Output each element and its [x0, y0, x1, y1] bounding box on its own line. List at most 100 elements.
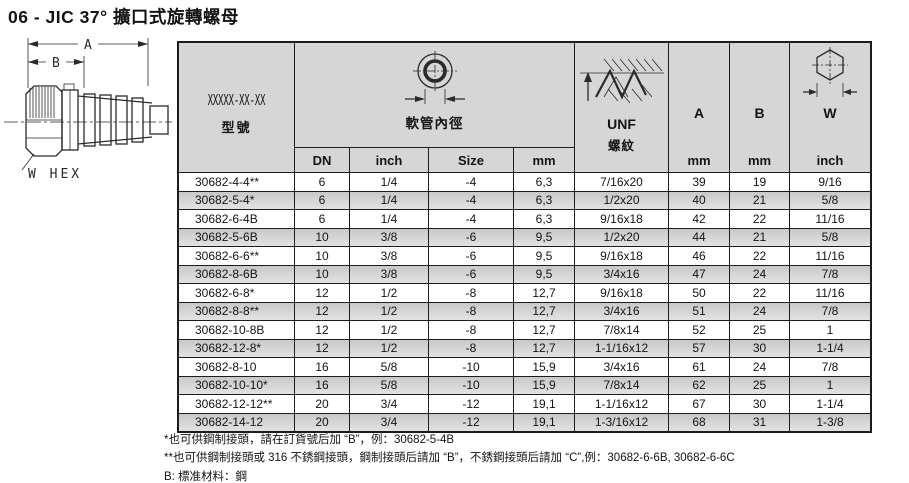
w-unit: inch [816, 153, 844, 168]
value-cell: 5/8 [350, 358, 429, 376]
table-row: 30682-8-6B 10 3/8 -6 9,5 3/4x16 47 24 7/8 [179, 264, 870, 283]
value-cell: 7/8x14 [575, 376, 669, 394]
model-cell: 30682-12-12** [179, 395, 295, 413]
value-cell: 1/2 [350, 302, 429, 320]
value-cell: 6,3 [514, 173, 575, 191]
model-cell: 30682-5-4* [179, 191, 295, 209]
value-cell: 19 [730, 173, 790, 191]
value-cell: 12 [295, 284, 350, 302]
value-cell: 12 [295, 321, 350, 339]
value-cell: 10 [295, 228, 350, 246]
col-header-size: Size [429, 147, 514, 172]
value-cell: 20 [295, 413, 350, 431]
b-label: B [754, 105, 765, 121]
value-cell: -10 [429, 376, 514, 394]
value-cell: 6,3 [514, 191, 575, 209]
value-cell: 12,7 [514, 321, 575, 339]
value-cell: 30 [730, 339, 790, 357]
b-unit: mm [747, 153, 772, 168]
value-cell: 31 [730, 413, 790, 431]
value-cell: 1/4 [350, 210, 429, 228]
col-header-inch: inch [350, 147, 429, 172]
table-row: 30682-14-12 20 3/4 -12 19,1 1-3/16x12 68 31 1-3/… [179, 412, 870, 431]
value-cell: 1/2x20 [575, 191, 669, 209]
value-cell: 1 [826, 322, 834, 337]
value-cell: 19,1 [514, 395, 575, 413]
hatching [603, 58, 662, 104]
hex-width-icon [803, 47, 857, 97]
value-cell: 10 [295, 247, 350, 265]
a-label: A [693, 105, 705, 121]
table-row: 30682-6-6** 10 3/8 -6 9,5 9/16x18 46 22 11/16 [179, 246, 870, 265]
value-cell: 16 [295, 358, 350, 376]
page-title: 06 - JIC 37° 擴口式旋轉螺母 [8, 7, 239, 27]
thread-knurl [29, 87, 55, 118]
value-cell: 12,7 [514, 339, 575, 357]
value-cell: -8 [429, 339, 514, 357]
value-cell: -8 [429, 302, 514, 320]
value-cell: 7/16x20 [575, 173, 669, 191]
table-row: 30682-4-4** 6 1/4 -4 6,3 7/16x20 39 19 9/16 [179, 172, 870, 191]
model-cell: 30682-4-4** [179, 173, 295, 191]
dim-b-label: B [52, 56, 60, 71]
value-cell: 21 [730, 191, 790, 209]
value-cell: 15,9 [514, 358, 575, 376]
value-cell: 10 [295, 265, 350, 283]
model-label: 型號 [221, 120, 252, 135]
table-row: 30682-6-4B 6 1/4 -4 6,3 9/16x18 42 22 11/16 [179, 209, 870, 228]
table-row: 30682-6-8* 12 1/2 -8 12,7 9/16x18 50 22 11/16 [179, 283, 870, 302]
value-cell: 3/8 [350, 247, 429, 265]
value-cell: 12,7 [514, 284, 575, 302]
value-cell: 21 [730, 228, 790, 246]
value-cell: 42 [669, 210, 730, 228]
value-cell: 1/2 [350, 321, 429, 339]
value-cell: 3/4 [350, 413, 429, 431]
col-header-w: W inch [790, 43, 870, 172]
value-cell: 51 [669, 302, 730, 320]
value-cell: 1-1/4 [816, 341, 844, 356]
value-cell: 5/8 [350, 376, 429, 394]
value-cell: 9/16x18 [575, 247, 669, 265]
col-header-mm: mm [514, 147, 575, 172]
value-cell: 3/8 [350, 228, 429, 246]
col-header-unf: UNF 螺紋 [575, 43, 669, 172]
value-cell: -6 [429, 265, 514, 283]
value-cell: 1-3/8 [816, 415, 844, 430]
value-cell: 7/8x14 [575, 321, 669, 339]
value-cell: 16 [295, 376, 350, 394]
unf-label: UNF [607, 116, 636, 132]
model-number-mask: XXXXX-XX-XX [207, 91, 266, 109]
value-cell: 61 [669, 358, 730, 376]
value-cell: 1 [826, 378, 834, 393]
value-cell: 1-1/16x12 [575, 339, 669, 357]
model-cell: 30682-8-8** [179, 302, 295, 320]
value-cell: 62 [669, 376, 730, 394]
a-unit: mm [687, 153, 711, 168]
value-cell: 6 [295, 191, 350, 209]
table-row: 30682-12-8* 12 1/2 -8 12,7 1-1/16x12 57 30 1-1/4 [179, 338, 870, 357]
hose-bore-icon [404, 51, 465, 104]
value-cell: 12 [295, 339, 350, 357]
value-cell: -12 [429, 413, 514, 431]
hose-bore-label: 軟管內徑 [405, 116, 464, 131]
value-cell: 9,5 [514, 228, 575, 246]
fitting-drawing: A B W HEX [4, 38, 172, 182]
value-cell: 46 [669, 247, 730, 265]
model-cell: 30682-6-8* [179, 284, 295, 302]
value-cell: 11/16 [815, 211, 845, 226]
table-row: 30682-8-8** 12 1/2 -8 12,7 3/4x16 51 24 7/8 [179, 301, 870, 320]
footnotes: *也可供鋼制接頭，請在訂貨號后加 “B”，例：30682-5-4B **也可供鋼… [164, 431, 735, 483]
value-cell: 50 [669, 284, 730, 302]
w-label: W [823, 105, 837, 121]
value-cell: 22 [730, 247, 790, 265]
value-cell: 44 [669, 228, 730, 246]
value-cell: -8 [429, 321, 514, 339]
value-cell: 1/2 [350, 284, 429, 302]
value-cell: -12 [429, 395, 514, 413]
value-cell: 3/4 [350, 395, 429, 413]
value-cell: 52 [669, 321, 730, 339]
value-cell: 1-1/16x12 [575, 395, 669, 413]
table-row: 30682-10-8B 12 1/2 -8 12,7 7/8x14 52 25 1 [179, 320, 870, 339]
col-header-dn: DN [295, 147, 350, 172]
